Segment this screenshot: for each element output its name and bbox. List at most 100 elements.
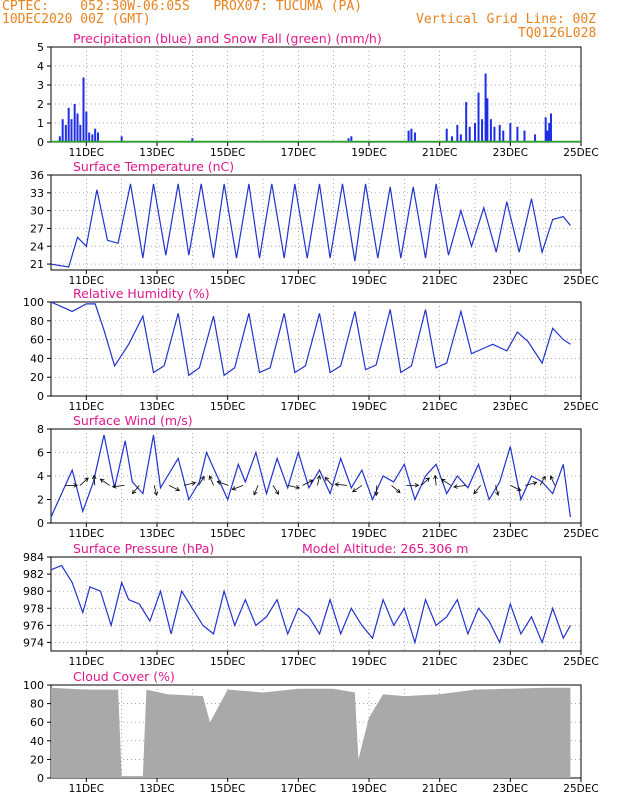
ytick-label-2-3: 60 xyxy=(30,334,44,347)
xtick-label-1-0: 11DEC xyxy=(69,275,104,287)
xtick-label-2-7: 25DEC xyxy=(563,401,598,413)
cloud-cover-area xyxy=(51,687,571,778)
wind-arrow-head-0 xyxy=(73,483,78,488)
xtick-label-3-3: 17DEC xyxy=(281,528,316,540)
wind-arrow-head-33 xyxy=(549,475,555,481)
precip-bar-33 xyxy=(493,126,496,142)
wind-arrow-29 xyxy=(495,485,499,496)
ytick-label-4-3: 980 xyxy=(23,585,44,598)
xtick-label-1-2: 15DEC xyxy=(210,275,245,287)
wind-arrow-20 xyxy=(352,485,363,493)
wind-arrow-head-5 xyxy=(131,489,137,495)
xtick-label-0-6: 23DEC xyxy=(493,147,528,159)
ytick-label-0-3: 3 xyxy=(37,79,44,92)
wind-arrow-head-17 xyxy=(316,474,322,480)
wind-arrow-22 xyxy=(391,485,401,493)
wind-arrow-10 xyxy=(209,475,214,486)
ytick-label-0-0: 0 xyxy=(37,136,44,149)
xtick-label-0-1: 13DEC xyxy=(139,147,174,159)
xtick-label-1-5: 21DEC xyxy=(422,275,457,287)
wind-arrow-8 xyxy=(183,482,196,486)
ytick-label-3-3: 6 xyxy=(37,447,44,460)
ytick-label-1-2: 27 xyxy=(30,222,44,235)
precip-bar-4 xyxy=(70,119,73,142)
ytick-label-1-3: 30 xyxy=(30,205,44,218)
precip-bar-42 xyxy=(548,123,551,142)
ytick-label-2-5: 100 xyxy=(23,296,44,309)
wind-arrow-head-21 xyxy=(374,491,379,497)
precip-bar-20 xyxy=(413,132,416,142)
precip-bar-10 xyxy=(88,132,91,142)
wind-arrow-head-13 xyxy=(253,490,258,496)
ytick-label-5-4: 80 xyxy=(30,698,44,711)
xtick-label-2-2: 15DEC xyxy=(210,401,245,413)
precip-bar-39 xyxy=(534,134,537,142)
wind-arrow-head-29 xyxy=(495,491,500,496)
wind-arrow-27 xyxy=(453,485,466,488)
ytick-label-3-0: 0 xyxy=(37,517,44,530)
ytick-label-1-0: 21 xyxy=(30,258,44,271)
wind-arrow-1 xyxy=(79,477,89,486)
header-grid-note: Vertical Grid Line: 00Z xyxy=(416,12,597,27)
wind-arrow-31 xyxy=(525,482,537,486)
xtick-label-2-6: 23DEC xyxy=(493,401,528,413)
xtick-label-3-1: 13DEC xyxy=(139,528,174,540)
xtick-label-3-0: 11DEC xyxy=(69,528,104,540)
wind-arrow-11 xyxy=(217,481,229,486)
header-date: 10DEC2020 00Z (GMT) xyxy=(2,12,151,27)
ytick-label-5-3: 60 xyxy=(30,716,44,729)
ytick-label-2-2: 40 xyxy=(30,352,44,365)
xtick-label-5-6: 23DEC xyxy=(493,783,528,795)
header-model-code: TQ0126L028 xyxy=(518,26,597,41)
precip-bar-41 xyxy=(546,130,549,142)
precip-bar-6 xyxy=(76,113,79,142)
ytick-label-1-4: 33 xyxy=(30,187,44,200)
precip-bar-43 xyxy=(549,113,552,142)
precip-bar-28 xyxy=(477,92,480,142)
precip-bar-32 xyxy=(489,119,492,142)
precip-bar-38 xyxy=(523,130,526,142)
precip-bar-35 xyxy=(502,130,505,142)
precip-bar-12 xyxy=(94,128,97,142)
ytick-label-5-5: 100 xyxy=(23,679,44,692)
wind-arrow-head-16 xyxy=(308,479,314,484)
wind-arrow-head-26 xyxy=(440,478,446,483)
wind-arrow-32 xyxy=(539,476,546,486)
ytick-label-2-1: 20 xyxy=(30,371,44,384)
panel-title-3: Surface Wind (m/s) xyxy=(73,413,193,428)
xtick-label-0-4: 19DEC xyxy=(351,147,386,159)
xtick-label-1-7: 25DEC xyxy=(563,275,598,287)
xtick-label-2-1: 13DEC xyxy=(139,401,174,413)
wind-arrow-head-1 xyxy=(84,477,89,482)
wind-arrow-head-18 xyxy=(324,476,330,482)
xtick-label-4-7: 25DEC xyxy=(563,656,598,668)
precip-bar-40 xyxy=(544,117,547,142)
wind-arrow-15 xyxy=(287,485,300,489)
xtick-label-5-7: 25DEC xyxy=(563,783,598,795)
xtick-label-0-7: 25DEC xyxy=(563,147,598,159)
wind-arrow-head-28 xyxy=(473,489,478,495)
xtick-label-1-4: 19DEC xyxy=(351,275,386,287)
panel-frame-1 xyxy=(50,174,582,271)
ytick-label-5-2: 40 xyxy=(30,735,44,748)
precip-bar-8 xyxy=(82,77,85,142)
panel-frame-2 xyxy=(50,301,582,397)
wind-arrow-head-27 xyxy=(453,484,458,489)
xtick-label-4-4: 19DEC xyxy=(351,656,386,668)
precip-bar-18 xyxy=(407,130,410,142)
precip-bar-26 xyxy=(468,126,471,142)
ytick-label-5-0: 0 xyxy=(37,772,44,785)
wind-arrow-26 xyxy=(441,478,452,486)
panel-annotation-4: Model Altitude: 265.306 m xyxy=(302,541,468,556)
wind-arrow-12 xyxy=(232,485,244,490)
precip-bar-1 xyxy=(61,119,64,142)
xtick-label-5-2: 15DEC xyxy=(210,783,245,795)
wind-arrow-25 xyxy=(434,475,437,486)
precip-bar-22 xyxy=(451,136,454,142)
precip-bar-31 xyxy=(486,98,489,142)
ytick-label-4-2: 978 xyxy=(23,602,44,615)
wind-arrow-19 xyxy=(335,483,348,486)
xtick-label-0-5: 21DEC xyxy=(422,147,457,159)
xtick-label-4-6: 23DEC xyxy=(493,656,528,668)
panel-title-1: Surface Temperature (nC) xyxy=(73,159,234,174)
